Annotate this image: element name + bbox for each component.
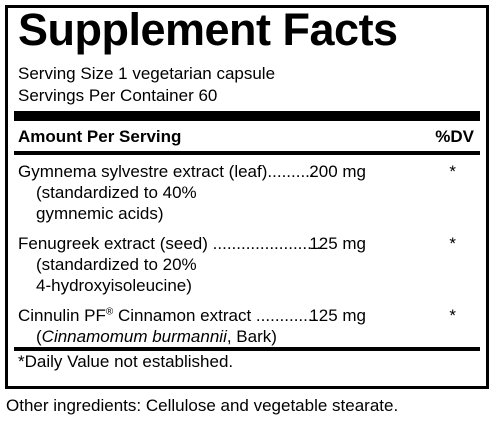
ingredient-name: Cinnulin PF® Cinnamon extract ..........… [18, 305, 317, 326]
plant-part: , Bark) [226, 327, 277, 346]
botanical-name: Cinnamomum burmannii [41, 327, 227, 346]
footnote: *Daily Value not established. [18, 352, 234, 371]
bottom-divider [14, 347, 480, 351]
ingredient-note: 4-hydroxyisoleucine) [36, 276, 192, 295]
ingredient-brand: Cinnulin PF [18, 306, 106, 325]
ingredient-amount: 125 mg [309, 234, 366, 253]
ingredient-amount: 200 mg [309, 162, 366, 181]
ingredient-dv: * [449, 306, 456, 325]
serving-size: Serving Size 1 vegetarian capsule [18, 64, 276, 83]
ingredient-name: Gymnema sylvestre extract (leaf)........… [18, 162, 315, 181]
ingredient-note: (standardized to 20% [36, 255, 197, 274]
medium-divider [14, 151, 480, 155]
servings-per-container: Servings Per Container 60 [18, 86, 218, 105]
ingredient-name: Fenugreek extract (seed) ...............… [18, 234, 322, 253]
ingredient-amount: 125 mg [309, 306, 366, 325]
ingredient-note: gymnemic acids) [36, 204, 164, 223]
registered-mark: ® [105, 306, 114, 318]
ingredient-dv: * [449, 234, 456, 253]
amount-per-serving-header: Amount Per Serving [18, 127, 182, 146]
other-ingredients: Other ingredients: Cellulose and vegetab… [6, 396, 399, 415]
supplement-facts-panel: Supplement Facts Serving Size 1 vegetari… [5, 4, 489, 389]
thick-divider [14, 111, 480, 121]
ingredient-dv: * [449, 162, 456, 181]
ingredient-note: (Cinnamomum burmannii, Bark) [36, 327, 277, 346]
dv-header: %DV [435, 127, 474, 146]
ingredient-note: (standardized to 40% [36, 183, 197, 202]
panel-title: Supplement Facts [18, 4, 398, 55]
ingredient-name-rest: Cinnamon extract ............. [113, 306, 318, 325]
